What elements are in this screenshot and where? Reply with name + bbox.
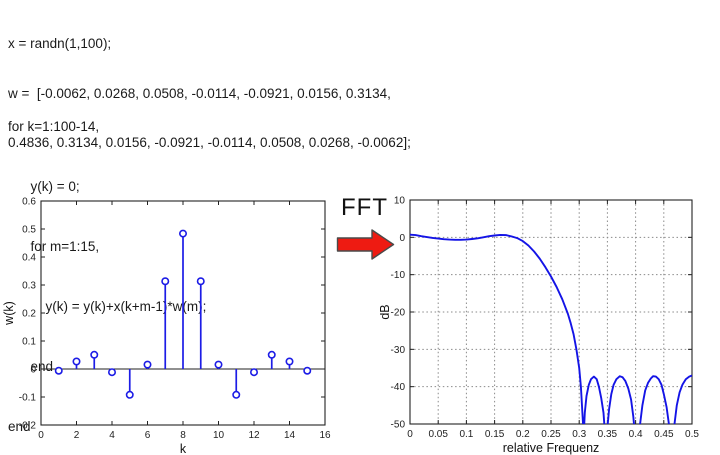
svg-text:relative Frequenz: relative Frequenz (503, 441, 600, 455)
code-line: x = randn(1,100); (8, 36, 112, 51)
code-line: 0.4836, 0.3134, 0.0156, -0.0921, -0.0114… (8, 135, 411, 150)
svg-text:0.1: 0.1 (459, 429, 473, 440)
svg-text:-30: -30 (391, 345, 406, 356)
code-line: for m=1:15, (8, 239, 100, 254)
svg-text:-50: -50 (391, 420, 406, 431)
code-line: y(k) = y(k)+x(k+m-1)*w(m); (8, 299, 207, 314)
svg-text:10: 10 (394, 196, 406, 207)
svg-text:-0.2: -0.2 (19, 421, 37, 432)
svg-text:dB: dB (380, 304, 392, 319)
svg-text:0.3: 0.3 (22, 281, 36, 292)
svg-text:-40: -40 (391, 382, 406, 393)
svg-text:2: 2 (74, 430, 80, 441)
svg-text:0: 0 (38, 430, 44, 441)
svg-text:0.5: 0.5 (685, 429, 699, 440)
svg-text:16: 16 (319, 430, 331, 441)
fft-label: FFT (341, 194, 388, 221)
svg-text:0.15: 0.15 (485, 429, 505, 440)
svg-text:-0.1: -0.1 (19, 393, 37, 404)
svg-text:-20: -20 (391, 308, 406, 319)
code-line: end (8, 419, 31, 434)
svg-text:0.2: 0.2 (516, 429, 530, 440)
svg-text:12: 12 (248, 430, 260, 441)
svg-text:0.5: 0.5 (22, 225, 36, 236)
svg-text:0: 0 (30, 365, 36, 376)
svg-text:-10: -10 (391, 270, 406, 281)
svg-text:0.35: 0.35 (598, 429, 618, 440)
svg-text:0.25: 0.25 (541, 429, 561, 440)
svg-text:0.05: 0.05 (428, 429, 448, 440)
code-block-definitions: x = randn(1,100); w = [-0.0062, 0.0268, … (8, 3, 411, 185)
svg-text:10: 10 (213, 430, 225, 441)
code-line: y(k) = 0; (8, 179, 80, 194)
code-line: end (8, 359, 54, 374)
svg-text:6: 6 (145, 430, 151, 441)
code-line: for k=1:100-14, (8, 119, 100, 134)
svg-text:0: 0 (407, 429, 413, 440)
frequency-response-plot: 0 0.05 0.1 0.15 0.2 0.25 0.3 0.35 0.4 0.45 0.5 -50 -… (380, 196, 699, 455)
svg-text:8: 8 (180, 430, 186, 441)
svg-text:4: 4 (109, 430, 115, 441)
stem-plot-w-coefficients: 0 2 4 6 8 10 12 14 16 -0.2 -0.1 0 0.1 0.2 0.3 0.4 0.5 0.6… (2, 197, 331, 455)
svg-text:0.6: 0.6 (22, 197, 36, 208)
code-line: w = [-0.0062, 0.0268, 0.0508, -0.0114, -… (8, 85, 391, 101)
svg-text:14: 14 (284, 430, 296, 441)
svg-text:k: k (180, 442, 187, 455)
svg-text:0: 0 (399, 233, 405, 244)
fft-arrow-icon (336, 228, 396, 262)
svg-text:w(k): w(k) (2, 301, 16, 326)
svg-text:0.4: 0.4 (629, 429, 643, 440)
code-block-loop: for k=1:100-14, y(k) = 0; for m=1:15, y(… (8, 77, 206, 455)
svg-text:0.4: 0.4 (22, 253, 36, 264)
svg-text:0.2: 0.2 (22, 309, 36, 320)
svg-text:0.45: 0.45 (654, 429, 674, 440)
svg-text:0.3: 0.3 (572, 429, 586, 440)
svg-text:0.1: 0.1 (22, 337, 36, 348)
